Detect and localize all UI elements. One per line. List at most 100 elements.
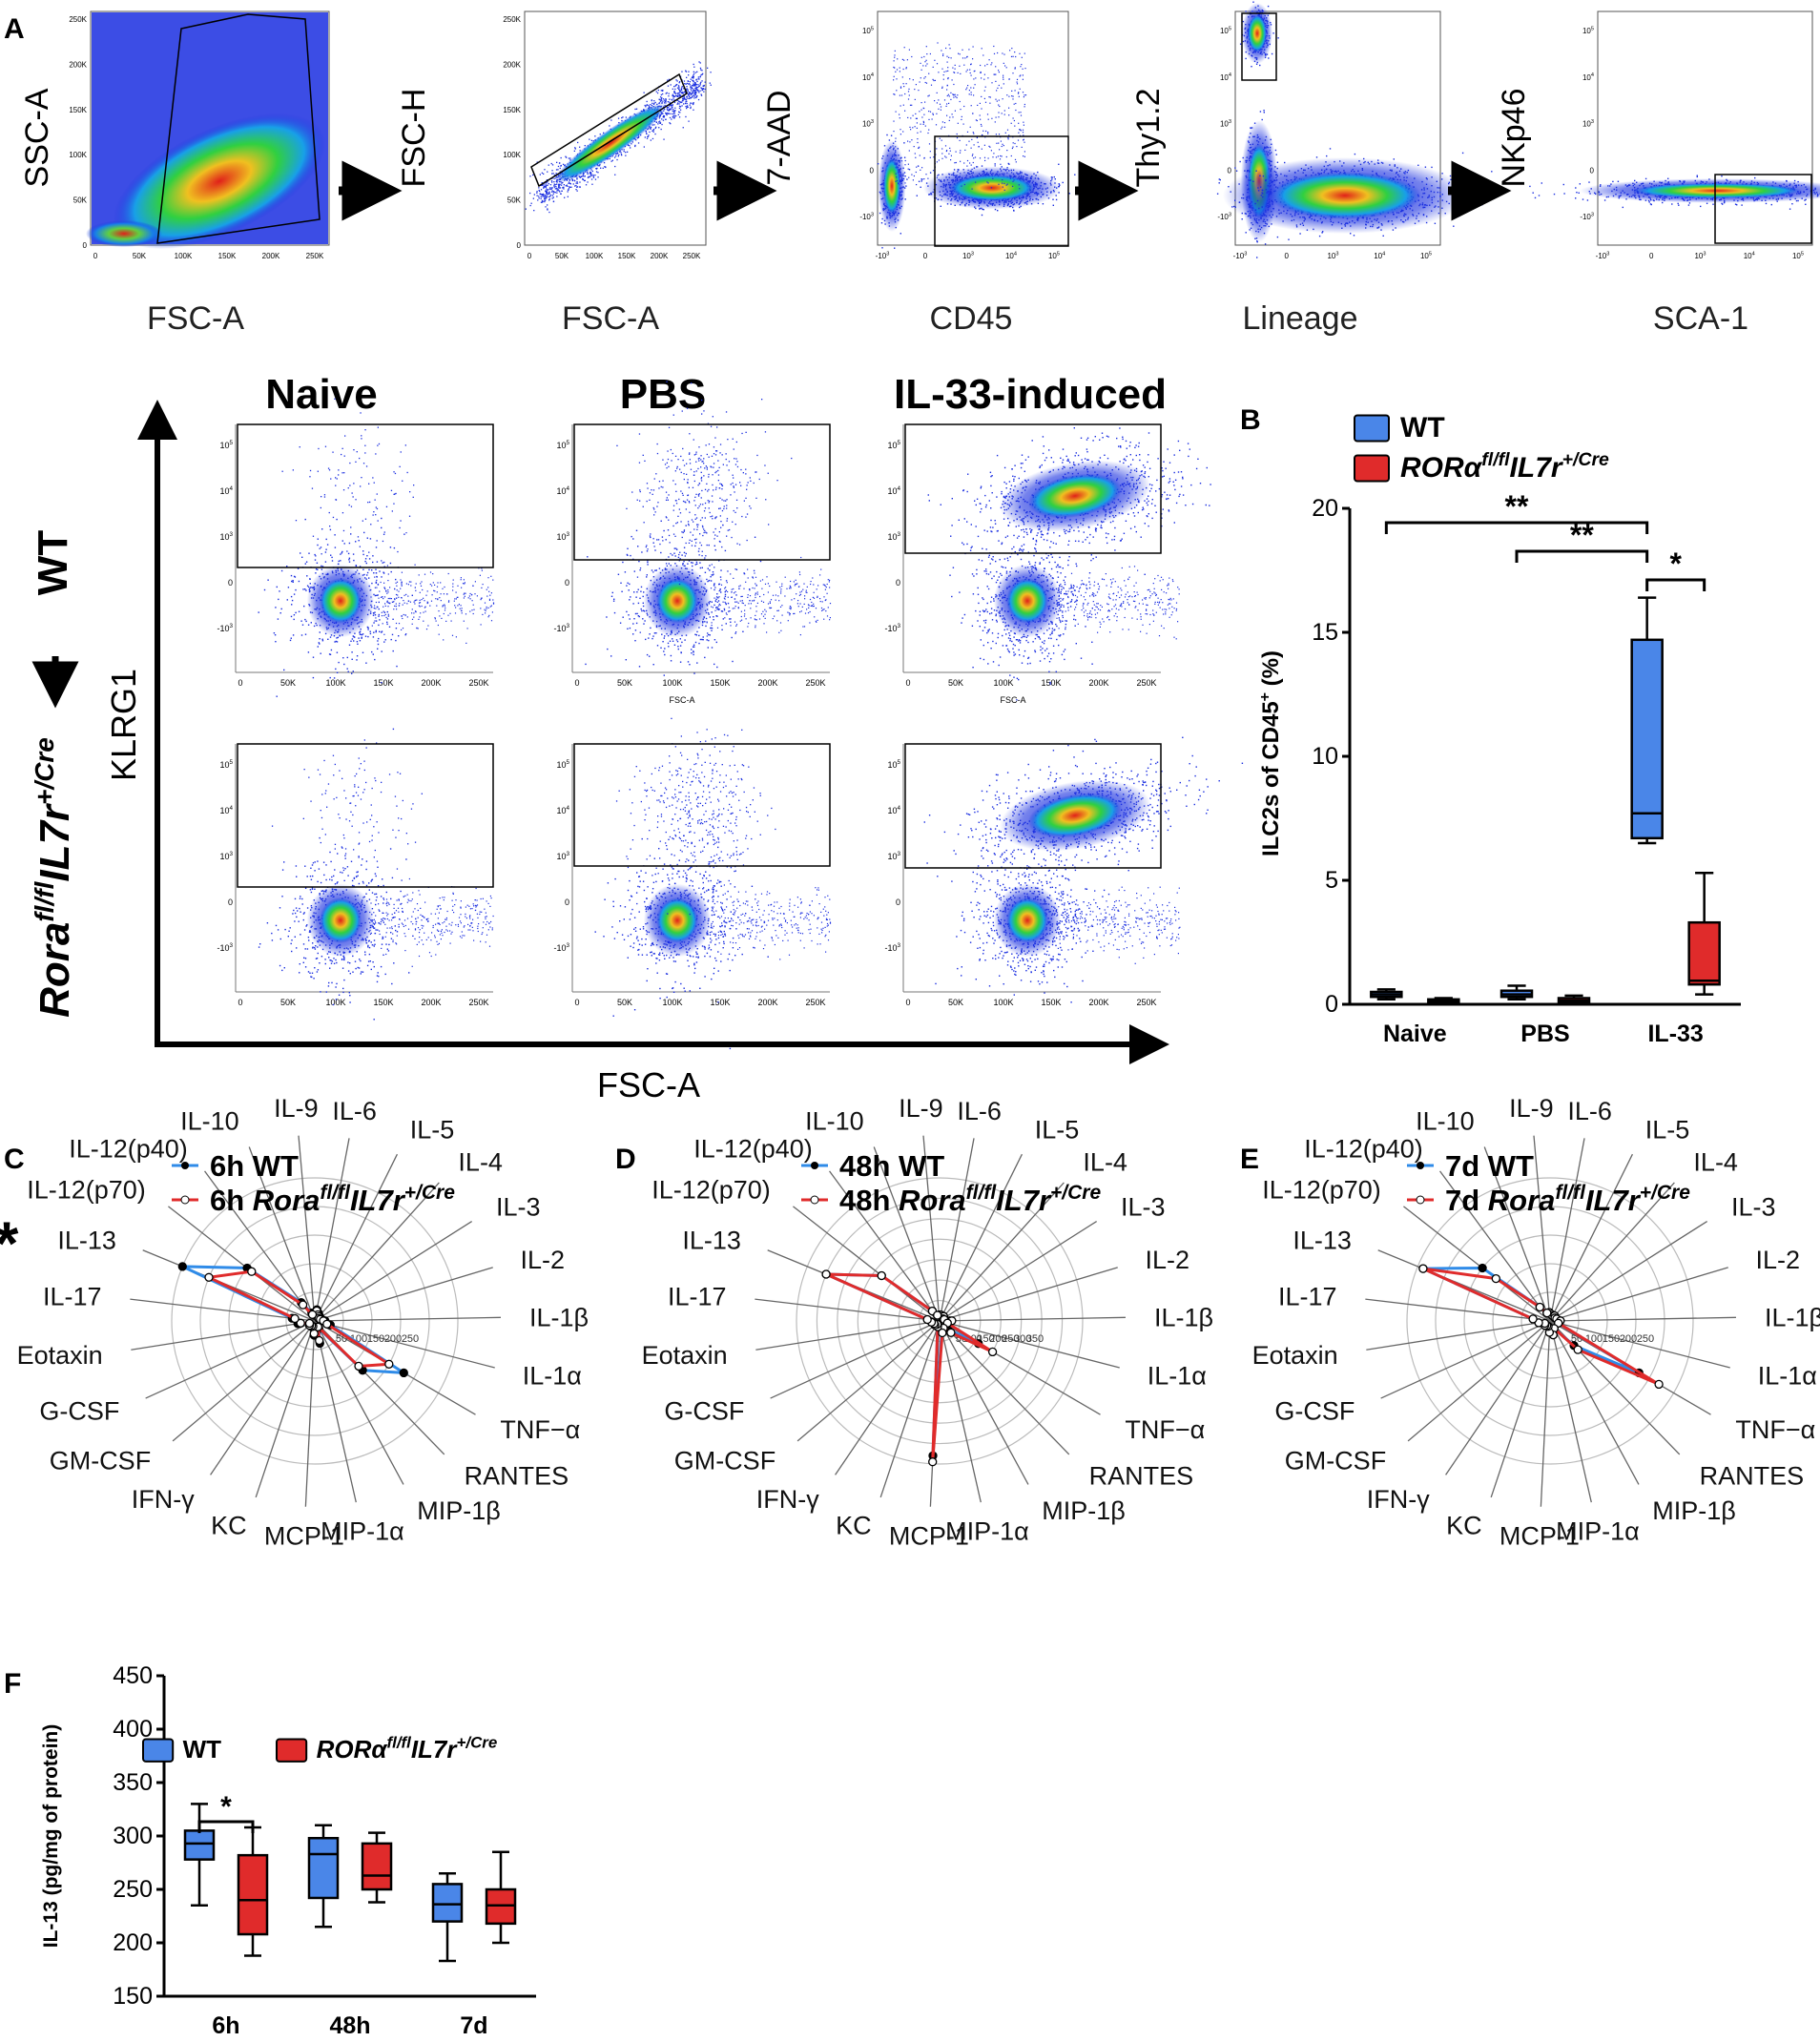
event-dot [575, 189, 577, 191]
event-dot [553, 183, 555, 185]
event-dot [678, 105, 681, 107]
event-dot [923, 113, 925, 115]
event-dot [1266, 151, 1268, 153]
event-dot [895, 217, 897, 219]
event-dot [1037, 198, 1040, 201]
event-dot [950, 155, 952, 156]
event-dot [1319, 217, 1322, 220]
event-dot [546, 182, 548, 184]
event-dot [695, 88, 697, 90]
event-dot [701, 88, 704, 90]
event-dot [881, 247, 883, 249]
event-dot [968, 140, 970, 142]
event-dot [926, 53, 928, 55]
event-dot [647, 135, 650, 137]
event-dot [911, 139, 913, 141]
event-dot [678, 107, 681, 110]
event-dot [990, 150, 992, 152]
event-dot [1263, 232, 1266, 235]
event-dot [1012, 117, 1014, 119]
tick-exp: 3 [971, 251, 974, 257]
event-dot [584, 175, 586, 177]
event-dot [1257, 141, 1260, 143]
event-dot [990, 64, 992, 66]
event-dot [972, 172, 974, 174]
event-dot [683, 103, 685, 105]
event-dot [686, 105, 689, 107]
tick-label: 100K [586, 252, 604, 260]
event-dot [1002, 182, 1003, 184]
event-dot [1003, 168, 1004, 171]
event-dot [558, 185, 561, 187]
event-dot [545, 199, 547, 201]
event-dot [555, 173, 557, 175]
event-dot [1246, 159, 1248, 162]
event-dot [923, 55, 925, 58]
event-dot [948, 44, 950, 46]
event-dot [1250, 127, 1251, 129]
tick-label: 50K [73, 196, 88, 205]
event-dot [993, 153, 995, 155]
event-dot [1016, 83, 1019, 85]
event-dot [616, 158, 618, 161]
event-dot [972, 113, 974, 114]
event-dot [677, 102, 679, 104]
event-dot [603, 162, 606, 164]
event-dot [698, 78, 700, 80]
event-dot [946, 195, 948, 196]
event-dot [984, 86, 986, 88]
event-dot [668, 93, 670, 94]
event-dot [987, 118, 989, 120]
event-dot [976, 119, 978, 122]
event-dot [560, 193, 562, 195]
event-dot [551, 187, 553, 189]
event-dot [983, 171, 985, 174]
event-dot [999, 149, 1001, 151]
event-dot [1006, 168, 1008, 171]
event-dot [908, 88, 910, 90]
event-dot [988, 145, 990, 147]
event-dot [921, 167, 923, 169]
event-dot [648, 106, 651, 108]
cd45-negative [877, 134, 911, 249]
event-dot [584, 179, 586, 181]
event-dot [570, 186, 572, 188]
event-dot [579, 186, 581, 188]
event-dot [543, 193, 545, 196]
event-dot [701, 80, 703, 82]
event-dot [997, 174, 999, 175]
event-dot [1054, 178, 1056, 180]
event-dot [901, 179, 904, 181]
event-dot [894, 93, 896, 95]
event-dot [958, 176, 960, 178]
event-dot [1021, 56, 1023, 58]
event-dot [665, 98, 667, 100]
event-dot [974, 200, 976, 203]
event-dot [683, 88, 685, 90]
event-dot [894, 155, 896, 156]
event-dot [900, 182, 902, 185]
event-dot [686, 102, 688, 105]
event-dot [950, 199, 952, 201]
event-dot [542, 184, 544, 186]
event-dot [1009, 50, 1011, 52]
event-dot [1245, 159, 1247, 162]
event-dot [709, 82, 711, 84]
event-dot [1007, 203, 1009, 206]
event-dot [994, 73, 996, 75]
event-dot [679, 91, 681, 93]
event-dot [576, 186, 578, 188]
event-dot [1024, 155, 1025, 157]
event-dot [567, 191, 569, 193]
event-dot [922, 120, 924, 122]
event-dot [1278, 182, 1281, 184]
event-dot [912, 179, 914, 181]
event-dot [694, 83, 696, 85]
event-dot [971, 172, 973, 175]
event-dot [984, 136, 986, 138]
event-dot [939, 137, 941, 139]
tick-exp: 3 [871, 119, 874, 125]
event-dot [651, 130, 653, 132]
event-dot [980, 201, 982, 204]
event-dot [1016, 199, 1018, 201]
